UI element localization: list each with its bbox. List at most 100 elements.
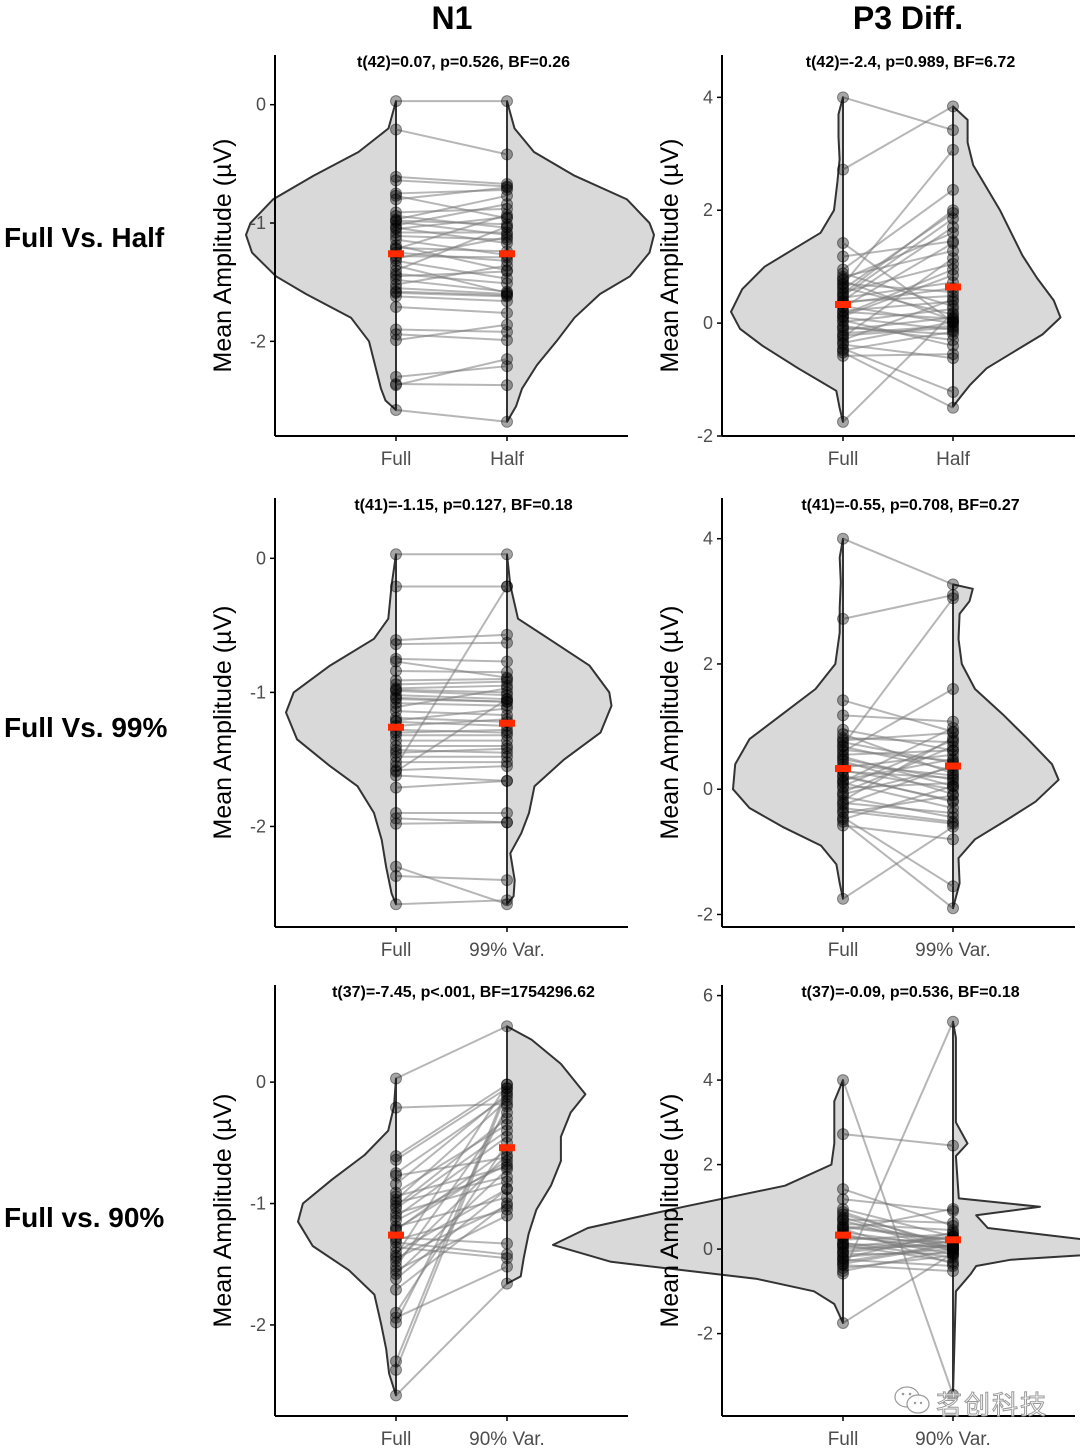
violin-left-half [730, 96, 844, 423]
data-point [501, 183, 513, 196]
y-tick-label: -2 [250, 816, 266, 836]
data-point [501, 233, 513, 246]
paired-line [842, 753, 954, 769]
data-point [390, 1214, 402, 1227]
data-point [947, 385, 959, 398]
paired-line [395, 779, 508, 789]
data-point [501, 1100, 513, 1113]
data-point [501, 148, 513, 161]
data-point [947, 235, 959, 248]
paired-line [395, 333, 508, 342]
paired-line [842, 699, 954, 733]
data-point [501, 1197, 513, 1210]
paired-line [395, 660, 508, 679]
y-tick-label: -2 [697, 904, 713, 924]
data-point [390, 682, 402, 695]
paired-line [395, 1105, 508, 1323]
data-point [837, 739, 849, 752]
data-point [501, 1199, 513, 1212]
data-point [947, 212, 959, 225]
data-point [390, 1210, 402, 1223]
data-point [390, 1316, 402, 1329]
panel-stats-title: t(41)=-1.15, p=0.127, BF=0.18 [354, 497, 572, 514]
row-title-full-vs-half: Full Vs. Half [4, 222, 165, 253]
data-point [837, 267, 849, 280]
paired-line [842, 1235, 954, 1248]
data-point [947, 1248, 959, 1261]
data-point [837, 321, 849, 334]
mean-marker [835, 765, 851, 773]
data-point [947, 1259, 959, 1272]
paired-line [395, 287, 508, 296]
data-point [390, 1283, 402, 1296]
data-point [837, 263, 849, 276]
data-point [501, 226, 513, 239]
data-point [501, 1191, 513, 1204]
data-point [501, 277, 513, 290]
data-point [947, 236, 959, 249]
data-point [837, 1317, 849, 1330]
x-tick-label: Half [490, 449, 525, 470]
data-point [390, 734, 402, 747]
y-axis-label: Mean Amplitude (µV) [656, 139, 684, 373]
paired-line [842, 217, 954, 297]
data-point [501, 1209, 513, 1222]
data-point [390, 1272, 402, 1285]
data-point [501, 265, 513, 278]
data-point [501, 1130, 513, 1143]
data-point [501, 693, 513, 706]
data-point [947, 1251, 959, 1264]
data-point [837, 731, 849, 744]
data-point [501, 742, 513, 755]
data-point [947, 820, 959, 833]
data-point [837, 813, 849, 826]
data-point [947, 811, 959, 824]
paired-line [395, 306, 508, 314]
panel-3: 4 2 0 -2 Full 99% Var. t(41)=-0.55, p=0.708, B… [656, 497, 1075, 961]
data-point [837, 775, 849, 788]
data-point [837, 323, 849, 336]
data-point [837, 807, 849, 820]
data-point [390, 328, 402, 341]
data-point [501, 237, 513, 250]
paired-line [842, 96, 954, 132]
paired-line [395, 264, 508, 286]
paired-line [395, 235, 508, 241]
x-tick-label: Full [828, 449, 859, 470]
paired-line [842, 810, 954, 825]
data-point [501, 628, 513, 641]
paired-line [395, 669, 508, 674]
data-point [501, 295, 513, 308]
data-point [947, 736, 959, 749]
data-point [947, 317, 959, 330]
data-point [501, 729, 513, 742]
data-point [837, 278, 849, 291]
data-point [501, 636, 513, 649]
paired-line [842, 324, 954, 335]
data-point [837, 250, 849, 263]
data-point [390, 746, 402, 759]
data-point [501, 580, 513, 593]
data-point [390, 548, 402, 561]
violin-left-half [297, 1077, 397, 1397]
data-point [947, 300, 959, 313]
mean-marker [388, 1231, 404, 1239]
panel-stats-title: t(42)=0.07, p=0.526, BF=0.26 [357, 54, 570, 71]
paired-line [395, 1099, 508, 1201]
paired-line [395, 585, 508, 767]
panel-0: 0 -1 -2 Full Half t(42)=0.07, p=0.526, BF=0.2… [209, 54, 655, 470]
data-point [947, 207, 959, 220]
paired-line [842, 731, 954, 742]
data-point [947, 1255, 959, 1268]
data-point [390, 264, 402, 277]
paired-line [395, 207, 508, 214]
data-point [390, 750, 402, 763]
data-point [501, 695, 513, 708]
data-point [947, 1243, 959, 1256]
paired-line [842, 755, 954, 788]
y-tick-label: -1 [250, 1194, 266, 1214]
data-point [837, 311, 849, 324]
data-point [947, 807, 959, 820]
data-point [501, 1155, 513, 1168]
data-point [947, 315, 959, 328]
